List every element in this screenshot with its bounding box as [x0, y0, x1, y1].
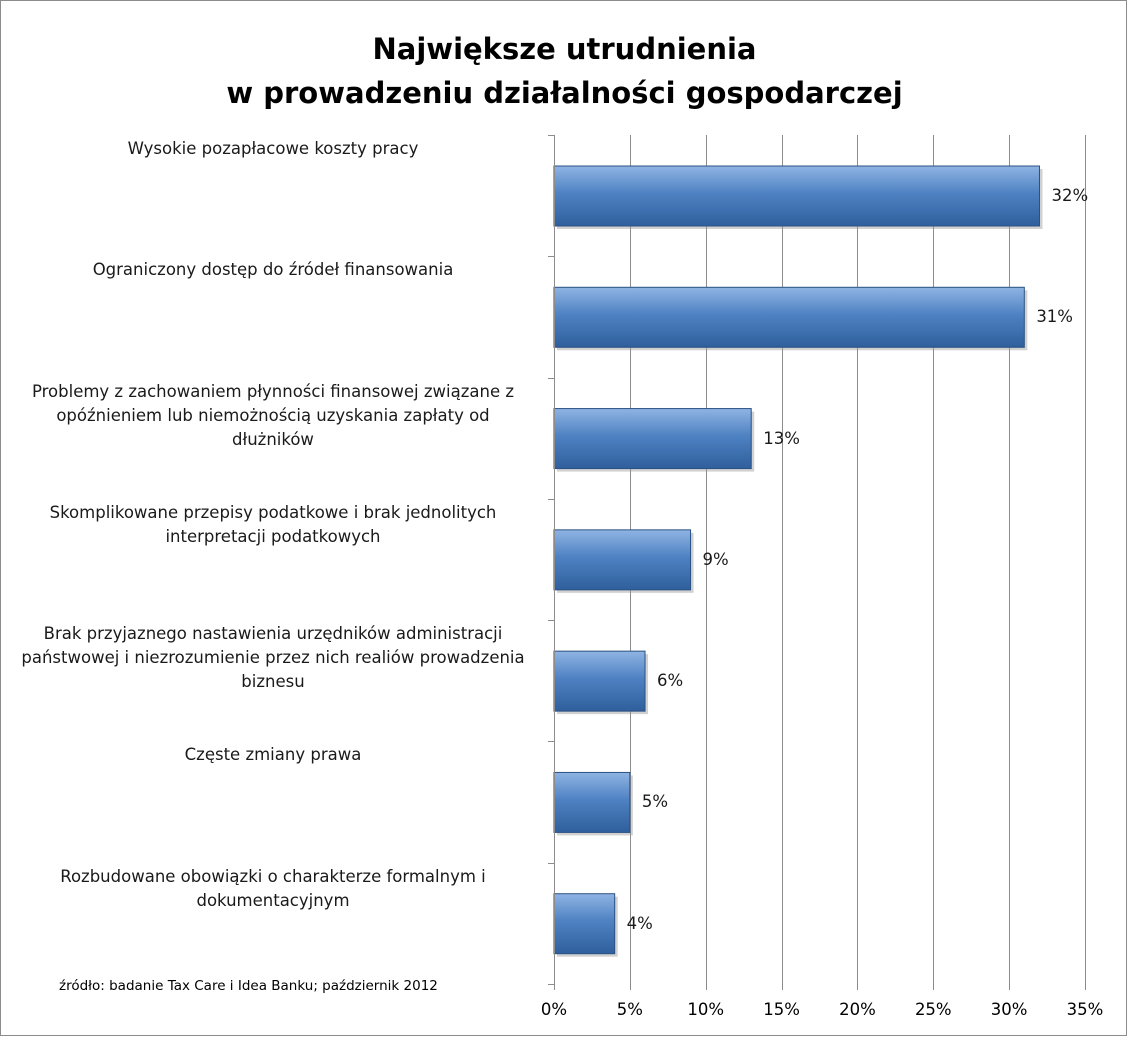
bar: [553, 286, 1025, 348]
bar: [553, 893, 616, 955]
category-label-line: Brak przyjaznego nastawienia urzędników …: [43, 624, 503, 644]
bar: [553, 529, 692, 591]
category-label: Skomplikowane przepisy podatkowe i brak …: [11, 501, 535, 549]
category-label: Częste zmiany prawa: [11, 743, 535, 767]
category-label-line: państwowej i niezrozumienie przez nich r…: [21, 648, 525, 668]
x-tick-label: 30%: [990, 1000, 1028, 1019]
category-label-line: Ograniczony dostęp do źródeł finansowani…: [92, 260, 454, 280]
chart-title-line: Największe utrudnienia: [372, 32, 757, 66]
data-label: 6%: [657, 671, 684, 691]
category-label: Wysokie pozapłacowe koszty pracy: [11, 137, 535, 161]
bar: [553, 408, 752, 470]
category-label-line: Rozbudowane obowiązki o charakterze form…: [60, 866, 486, 886]
data-label: 31%: [1036, 307, 1073, 327]
category-label: Problemy z zachowaniem płynności finanso…: [11, 380, 535, 452]
data-label: 9%: [702, 549, 729, 569]
category-label-line: Wysokie pozapłacowe koszty pracy: [127, 139, 419, 158]
bar: [553, 771, 631, 833]
x-tick-label: 0%: [540, 1000, 568, 1019]
data-label: 4%: [626, 913, 653, 933]
category-label: Ograniczony dostęp do źródeł finansowani…: [11, 258, 535, 282]
category-label: Rozbudowane obowiązki o charakterze form…: [11, 865, 535, 913]
category-label-line: dokumentacyjnym: [196, 890, 350, 910]
category-label: Brak przyjaznego nastawienia urzędników …: [11, 622, 535, 694]
bar: [553, 165, 1040, 227]
x-tick-label: 15%: [763, 1000, 800, 1019]
x-tick-label: 10%: [687, 1000, 725, 1019]
data-label: 13%: [763, 428, 800, 448]
bar: [553, 650, 646, 712]
data-label: 5%: [641, 792, 669, 812]
data-label: 32%: [1051, 186, 1089, 205]
category-label-line: dłużników: [232, 429, 314, 449]
category-label-line: biznesu: [241, 672, 305, 692]
x-tick-label: 20%: [839, 1000, 876, 1019]
category-label-line: Skomplikowane przepisy podatkowe i brak …: [49, 502, 497, 522]
category-label-line: Częste zmiany prawa: [184, 745, 362, 765]
x-tick-label: 5%: [616, 1000, 643, 1019]
category-label-line: Problemy z zachowaniem płynności finanso…: [31, 381, 515, 401]
chart-title: Największe utrudnienia w prowadzeniu dzi…: [1, 27, 1127, 115]
category-label-line: opóźnieniem lub niemożnością uzyskania z…: [56, 405, 490, 425]
chart-title-line: w prowadzeniu działalności gospodarczej: [226, 76, 903, 110]
source-note: źródło: badanie Tax Care i Idea Banku; p…: [59, 978, 438, 994]
x-tick-label: 25%: [914, 1000, 952, 1019]
x-tick-label: 35%: [1066, 1000, 1104, 1019]
category-label-line: interpretacji podatkowych: [165, 526, 381, 546]
